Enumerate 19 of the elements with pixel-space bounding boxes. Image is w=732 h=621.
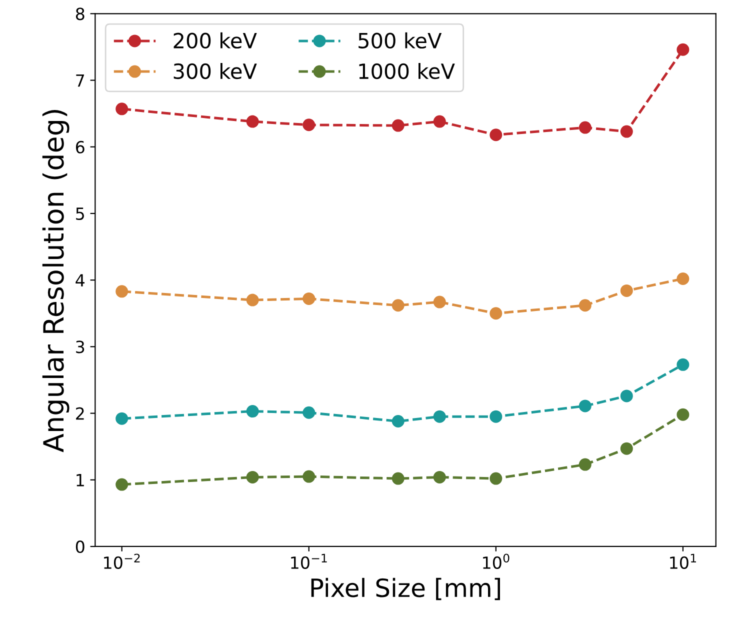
x-tick-label: 10$^{−1}$ [291, 554, 327, 569]
y-axis-title: Angular Resolution (deg) [42, 110, 70, 452]
legend-label: 1000 keV [359, 62, 455, 80]
y-tick-label: 0 [76, 540, 84, 554]
y-tick-label: 2 [76, 407, 84, 420]
x-tick-label: 10$^{1}$ [670, 554, 696, 569]
legend-label: 200 keV [174, 32, 257, 49]
legend-label: 300 keV [174, 62, 257, 80]
y-tick-label: 4 [76, 274, 85, 286]
y-tick-label: 6 [76, 140, 84, 154]
y-tick-label: 3 [76, 340, 84, 354]
legend-label: 500 keV [358, 32, 442, 49]
y-tick-label: 8 [76, 8, 84, 20]
y-tick-label: 1 [76, 474, 84, 486]
x-tick-label: 10$^{0}$ [483, 554, 510, 569]
x-tick-label: 10$^{−2}$ [104, 554, 140, 569]
y-tick-label: 7 [76, 74, 84, 87]
x-axis-title: Pixel Size [mm] [311, 578, 500, 600]
y-tick-label: 5 [76, 208, 84, 220]
